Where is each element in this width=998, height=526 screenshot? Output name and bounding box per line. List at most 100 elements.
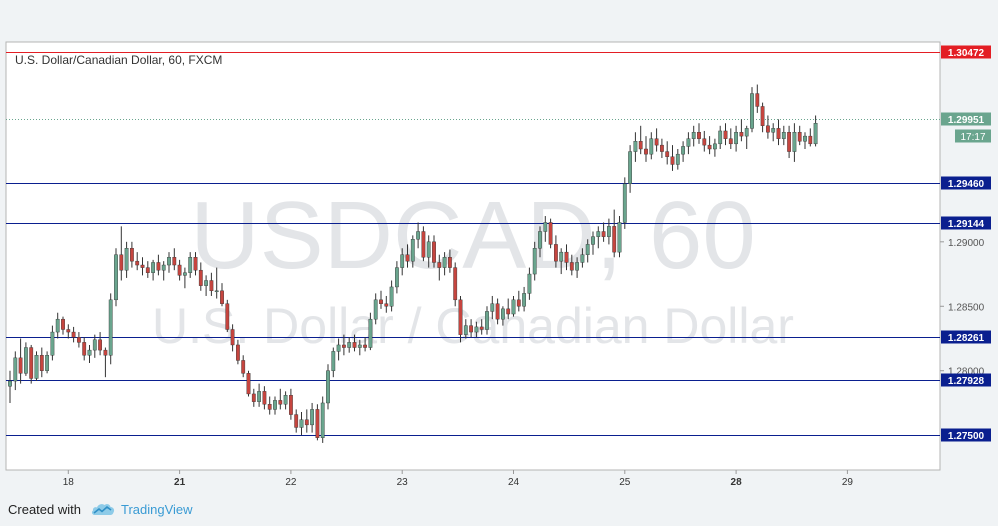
candle-body xyxy=(13,357,18,382)
level-price-label-bg xyxy=(941,216,991,230)
price-labels: 1.30472 1.29460 1.29144 1.28261 1.27928 1.275… xyxy=(941,45,991,442)
candle-body xyxy=(66,329,71,333)
level-price-label: 1.27500 xyxy=(948,431,985,442)
candle-body xyxy=(262,391,267,405)
candle-body xyxy=(230,329,235,346)
candle-body xyxy=(283,395,288,405)
y-tick-label: 1.28500 xyxy=(948,302,985,313)
candle-body xyxy=(304,419,309,426)
candle-body xyxy=(697,132,701,139)
horizontal-levels xyxy=(6,52,940,436)
candle-body xyxy=(34,355,39,379)
candle-body xyxy=(638,141,643,150)
candle-body xyxy=(18,357,23,374)
candle-body xyxy=(92,339,97,351)
candle-body xyxy=(114,254,118,301)
candle-body xyxy=(241,360,246,374)
candle-body xyxy=(681,146,686,155)
candle-body xyxy=(156,262,161,271)
candle-body xyxy=(140,264,145,268)
candle-body xyxy=(246,373,251,395)
candle-body xyxy=(357,344,362,348)
candle-body xyxy=(161,264,166,271)
candle-body xyxy=(98,339,103,351)
level-price-label: 1.30472 xyxy=(948,48,985,59)
tradingview-brand[interactable]: TradingView xyxy=(120,501,193,517)
candle-body xyxy=(135,260,140,266)
candle-body xyxy=(82,342,87,356)
candle-body xyxy=(686,138,691,147)
level-price-label-bg xyxy=(941,428,991,442)
candle-body xyxy=(315,409,320,438)
y-axis-ticks: 1.29000 1.28500 1.28000 xyxy=(940,238,985,378)
candle-body xyxy=(506,308,511,315)
candle-body xyxy=(310,409,314,426)
candle-body xyxy=(71,331,76,338)
candle-body xyxy=(352,342,357,348)
y-tick-label: 1.29000 xyxy=(948,238,985,249)
x-tick-label: 22 xyxy=(285,477,297,488)
candle-body xyxy=(379,299,383,304)
candle-body xyxy=(55,318,60,333)
candle-body xyxy=(564,251,569,263)
candle-body xyxy=(289,395,293,415)
candle-body xyxy=(675,153,680,165)
level-price-label: 1.28261 xyxy=(948,333,985,344)
candle-body xyxy=(532,248,537,275)
candle-body xyxy=(204,280,208,286)
candle-body xyxy=(797,132,802,142)
candle-body xyxy=(734,132,739,145)
candle-body xyxy=(596,231,601,237)
candle-body xyxy=(718,130,723,145)
candle-body xyxy=(495,303,500,320)
candle-body xyxy=(575,262,580,271)
candle-body xyxy=(299,419,304,428)
current-price-label-bg xyxy=(941,112,991,126)
candle-body xyxy=(108,299,113,356)
candle-body xyxy=(485,311,489,330)
candle-body xyxy=(331,351,336,371)
x-tick-label: 29 xyxy=(842,477,854,488)
candle-body xyxy=(145,267,150,273)
candle-body xyxy=(501,308,505,320)
level-price-label: 1.29460 xyxy=(948,179,985,190)
candle-body xyxy=(612,226,617,253)
x-tick-label: 21 xyxy=(174,477,186,488)
candle-body xyxy=(182,272,187,276)
candle-body xyxy=(426,241,431,258)
candle-body xyxy=(707,144,712,150)
candle-body xyxy=(193,257,198,271)
x-tick-label: 23 xyxy=(397,477,409,488)
candle-body xyxy=(554,244,558,262)
x-tick-label: 24 xyxy=(508,477,520,488)
candle-body xyxy=(649,138,654,155)
candle-body xyxy=(516,299,521,307)
candle-body xyxy=(453,267,458,301)
candle-body xyxy=(257,391,261,402)
candle-body xyxy=(129,248,134,262)
candle-body xyxy=(543,222,548,232)
candle-body xyxy=(617,222,622,253)
candle-body xyxy=(214,290,219,293)
candle-body xyxy=(198,269,203,286)
candle-body xyxy=(585,244,590,255)
candle-body xyxy=(766,125,770,133)
candle-body xyxy=(665,151,670,157)
candle-body xyxy=(267,404,272,410)
candle-body xyxy=(373,299,378,320)
candle-body xyxy=(432,241,436,263)
candle-body xyxy=(803,135,807,142)
x-tick-label: 28 xyxy=(731,477,743,488)
created-with-text: Created with xyxy=(8,501,81,517)
candle-body xyxy=(273,400,277,410)
candle-body xyxy=(739,132,744,137)
candle-body xyxy=(591,236,595,245)
candle-body xyxy=(601,231,606,237)
watermark-symbol: USDCAD, 60 xyxy=(190,182,756,289)
candle-body xyxy=(45,355,50,371)
candle-body xyxy=(479,326,484,330)
level-price-label-bg xyxy=(941,176,991,190)
candle-body xyxy=(410,239,415,262)
candle-body xyxy=(522,293,527,307)
candle-body xyxy=(278,400,283,405)
